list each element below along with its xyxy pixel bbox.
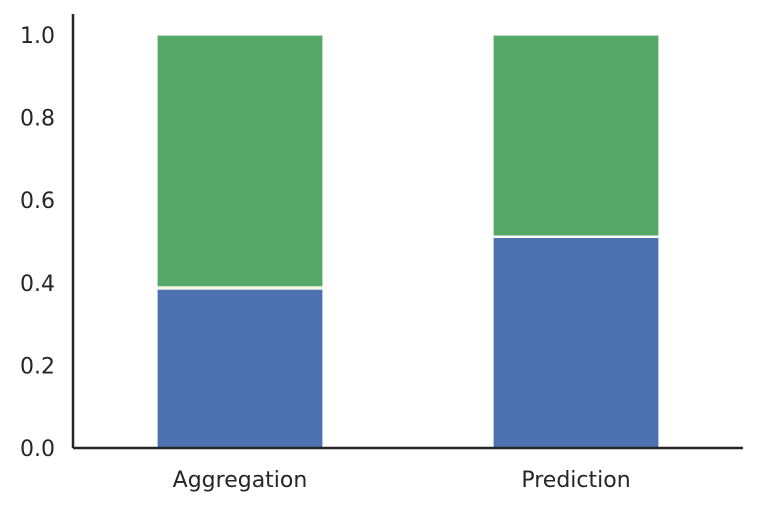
- x-tick-label: Aggregation: [173, 468, 308, 493]
- y-tick-label: 0.4: [20, 272, 55, 297]
- y-axis-ticks: 0.0 0.2 0.4 0.6 0.8 1.0: [20, 24, 55, 462]
- bar-segment: [492, 34, 660, 237]
- y-tick-label: 1.0: [20, 24, 55, 49]
- bar-segment: [156, 34, 324, 288]
- bar-segment: [492, 236, 660, 449]
- bars-group: [156, 34, 660, 449]
- y-tick-label: 0.2: [20, 354, 55, 379]
- bar-segment: [156, 288, 324, 449]
- x-axis-ticks: Aggregation Prediction: [173, 468, 631, 493]
- x-tick-label: Prediction: [521, 468, 630, 493]
- y-tick-label: 0.8: [20, 107, 55, 132]
- y-tick-label: 0.0: [20, 437, 55, 462]
- y-tick-label: 0.6: [20, 189, 55, 214]
